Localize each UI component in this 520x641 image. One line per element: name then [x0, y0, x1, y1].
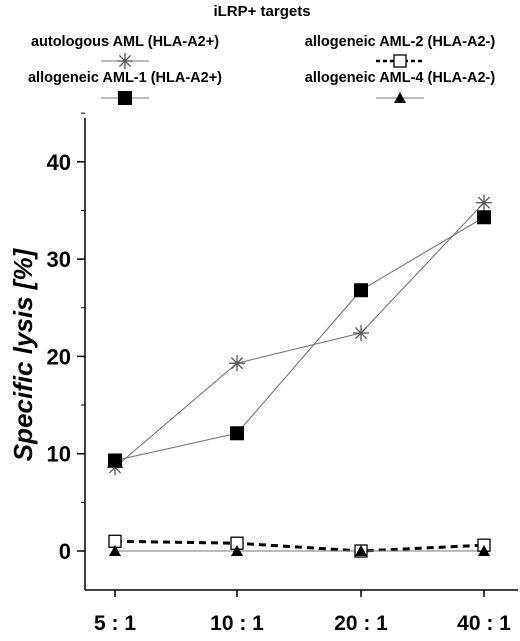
data-point-series-4 — [231, 545, 243, 556]
series-line-2 — [114, 216, 485, 462]
y-tick-label: 40 — [47, 150, 71, 175]
data-point-series-1 — [476, 194, 492, 211]
y-tick-label: 20 — [47, 344, 71, 369]
data-point-series-2 — [477, 210, 491, 225]
axes: 0 10 20 30 40 5 : 1 10 : 1 20 : 1 40 : 1 — [47, 112, 518, 635]
data-point-series-1 — [353, 325, 369, 342]
plot-area — [107, 194, 492, 558]
legend-label: allogeneic AML-2 (HLA-A2-) — [305, 34, 496, 50]
data-point-series-2 — [108, 453, 122, 468]
data-point-series-2 — [230, 426, 244, 441]
data-point-series-1 — [229, 355, 245, 372]
x-tick-label: 5 : 1 — [94, 612, 136, 635]
legend-label: allogeneic AML-1 (HLA-A2+) — [28, 70, 222, 86]
legend-label: allogeneic AML-4 (HLA-A2-) — [305, 70, 496, 86]
data-point-series-4 — [478, 545, 490, 556]
legend-title: iLRP+ targets — [213, 3, 310, 20]
legend-marker — [394, 92, 406, 103]
y-tick-label: 10 — [47, 442, 71, 467]
data-point-series-2 — [354, 283, 368, 298]
legend-label: autologous AML (HLA-A2+) — [31, 34, 219, 50]
data-point-series-4 — [109, 545, 121, 556]
data-point-series-4 — [355, 545, 367, 556]
x-tick-label: 40 : 1 — [457, 612, 511, 635]
x-tick-label: 20 : 1 — [334, 612, 388, 635]
legend-marker — [117, 53, 133, 69]
y-tick-label: 30 — [47, 247, 71, 272]
legend: iLRP+ targets autologous AML (HLA-A2+) al… — [28, 3, 495, 105]
series-line-3 — [114, 539, 485, 553]
y-axis-label: Specific lysis [%] — [8, 247, 38, 461]
x-tick-label: 10 : 1 — [210, 612, 264, 635]
legend-marker — [118, 91, 132, 105]
legend-marker — [393, 54, 407, 68]
y-tick-label: 0 — [59, 539, 71, 564]
series-line-1 — [114, 202, 485, 468]
